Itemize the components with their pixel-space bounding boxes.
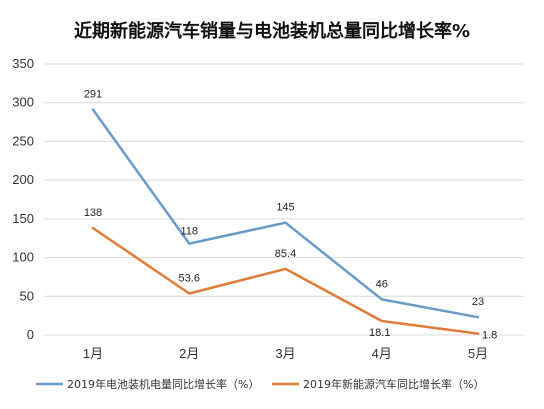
data-label: 291 xyxy=(84,89,102,101)
y-tick-label: 0 xyxy=(27,327,34,342)
y-tick-label: 300 xyxy=(12,95,34,110)
data-label: 85.4 xyxy=(275,248,296,260)
y-tick-label: 250 xyxy=(12,133,34,148)
data-label: 1.8 xyxy=(482,330,497,342)
series-lines xyxy=(91,108,480,335)
y-tick-label: 200 xyxy=(12,172,34,187)
legend: 2019年电池装机电量同比增长率（%） 2019年新能源汽车同比增长率（%） xyxy=(36,377,484,391)
x-tick-label: 3月 xyxy=(275,346,295,361)
y-axis-ticks: 0 50 100 150 200 250 300 350 xyxy=(12,56,34,342)
data-label: 23 xyxy=(472,296,484,308)
x-tick-label: 5月 xyxy=(468,346,488,361)
x-tick-label: 1月 xyxy=(83,346,103,361)
legend-label-1: 2019年电池装机电量同比增长率（%） xyxy=(67,377,259,391)
series-line-2 xyxy=(91,226,480,335)
data-label: 53.6 xyxy=(179,272,200,284)
y-tick-label: 350 xyxy=(12,56,34,71)
data-label: 138 xyxy=(84,207,102,219)
legend-label-2: 2019年新能源汽车同比增长率（%） xyxy=(303,377,484,391)
y-tick-label: 100 xyxy=(12,250,34,265)
y-tick-label: 50 xyxy=(20,288,34,303)
data-label: 145 xyxy=(276,202,294,214)
x-tick-label: 2月 xyxy=(179,346,199,361)
data-label: 118 xyxy=(180,226,198,238)
data-labels: 291 118 145 46 23 138 53.6 85.4 18.1 1.8 xyxy=(84,89,497,342)
x-tick-label: 4月 xyxy=(372,346,392,361)
data-label: 46 xyxy=(376,278,388,290)
y-tick-label: 150 xyxy=(12,211,34,226)
data-label: 18.1 xyxy=(369,327,390,339)
x-axis-ticks: 1月 2月 3月 4月 5月 xyxy=(83,346,488,361)
chart-title: 近期新能源汽车销量与电池装机总量同比增长率% xyxy=(74,20,470,42)
gridlines xyxy=(44,63,524,336)
